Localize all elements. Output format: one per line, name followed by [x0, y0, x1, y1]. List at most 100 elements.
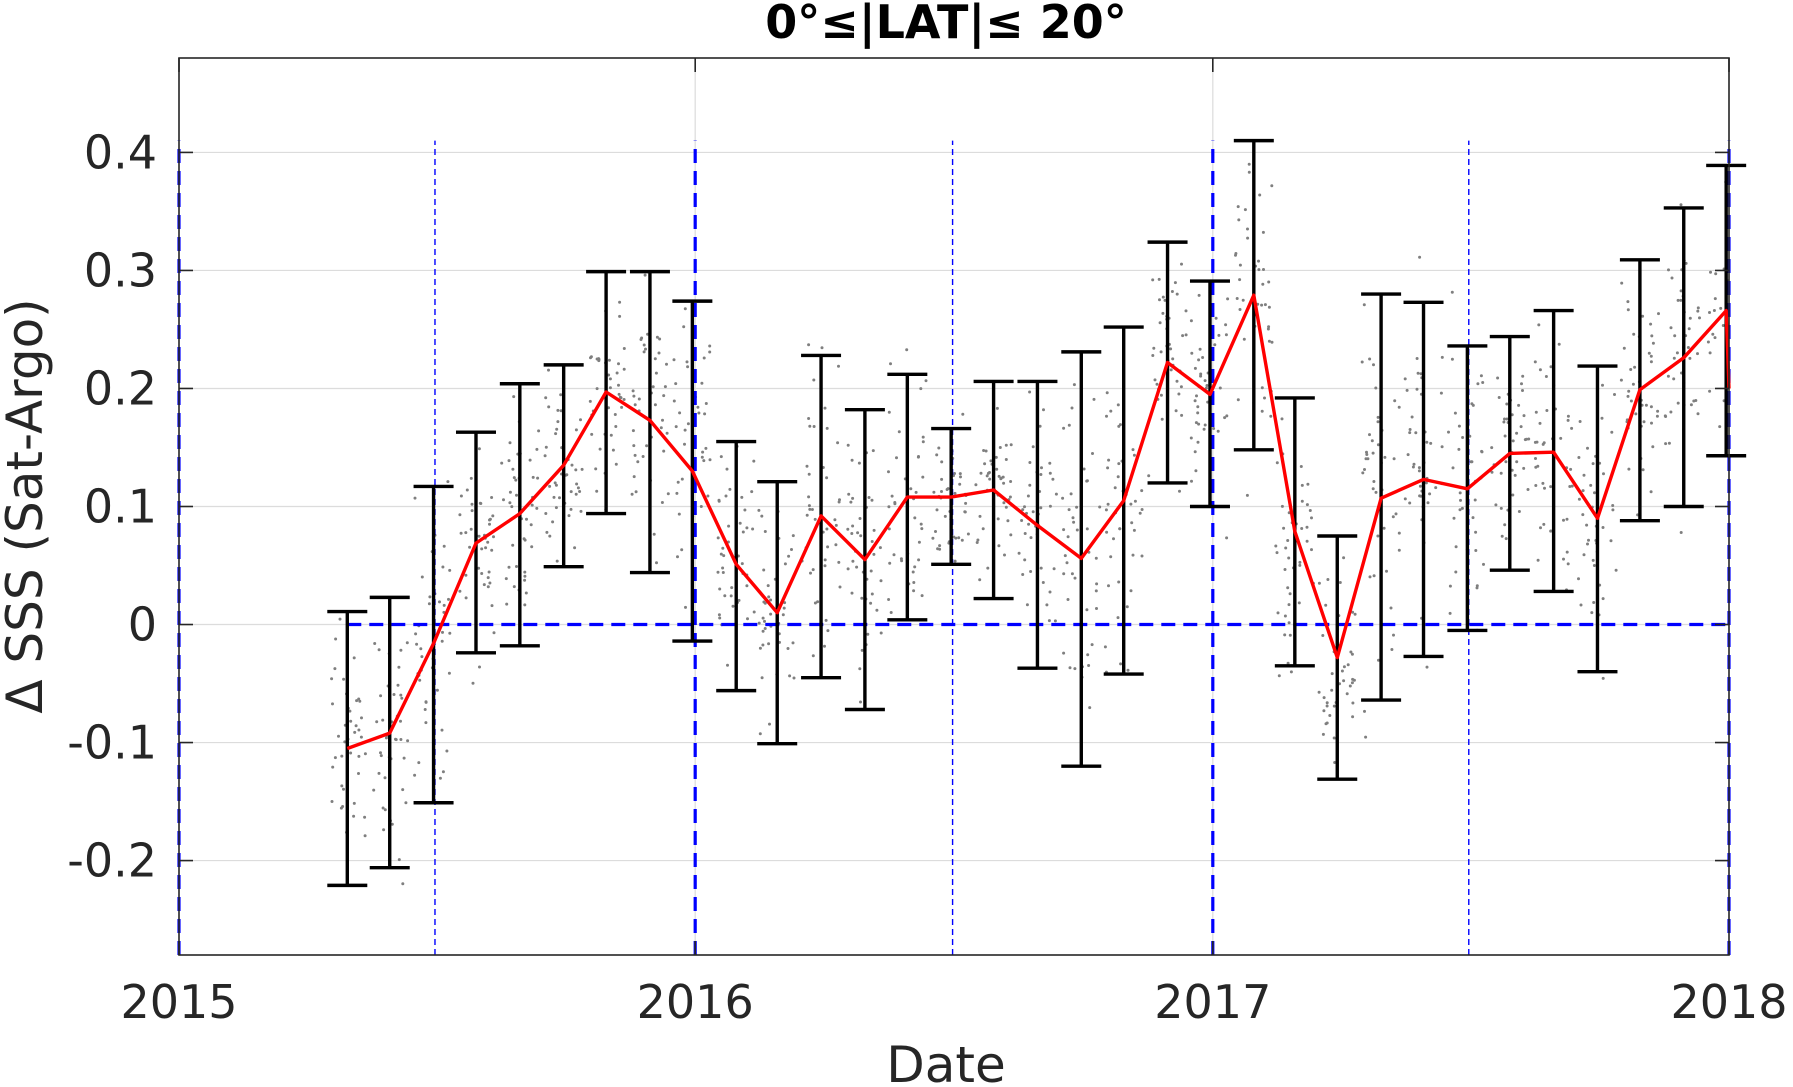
scatter-point: [921, 475, 925, 479]
scatter-point: [1500, 534, 1504, 538]
scatter-point: [553, 481, 557, 485]
scatter-point: [525, 517, 528, 521]
scatter-point: [1419, 372, 1423, 376]
scatter-point: [807, 495, 811, 499]
scatter-point: [1116, 616, 1120, 620]
scatter-point: [659, 426, 663, 430]
scatter-point: [528, 458, 532, 462]
scatter-point: [1283, 633, 1287, 637]
scatter-point: [858, 517, 862, 520]
scatter-point: [851, 559, 855, 563]
scatter-point: [363, 752, 367, 756]
scatter-point: [685, 360, 689, 364]
scatter-point: [477, 566, 481, 570]
scatter-point: [1029, 536, 1033, 540]
scatter-point: [1048, 461, 1052, 465]
scatter-point: [1366, 457, 1370, 461]
scatter-point: [887, 410, 891, 414]
scatter-point: [857, 461, 861, 465]
scatter-point: [913, 516, 917, 520]
scatter-point: [1338, 581, 1342, 584]
scatter-point: [618, 300, 622, 304]
scatter-point: [1577, 577, 1580, 581]
scatter-point: [1300, 527, 1304, 530]
scatter-point: [999, 476, 1003, 480]
scatter-point: [1287, 603, 1291, 607]
scatter-point: [1129, 589, 1133, 593]
scatter-point: [787, 554, 791, 558]
scatter-point: [1542, 441, 1546, 445]
scatter-point: [1322, 709, 1326, 713]
scatter-point: [997, 474, 1001, 478]
scatter-point: [1650, 334, 1654, 338]
scatter-point: [1524, 437, 1528, 441]
scatter-point: [837, 560, 841, 564]
scatter-point: [589, 355, 593, 359]
scatter-point: [924, 379, 928, 383]
scatter-point: [1526, 488, 1530, 491]
scatter-point: [1324, 603, 1328, 607]
scatter-point: [1217, 333, 1221, 337]
scatter-point: [917, 540, 921, 544]
scatter-point: [1696, 309, 1700, 313]
scatter-point: [665, 362, 668, 366]
scatter-point: [662, 394, 666, 398]
scatter-point: [1021, 573, 1025, 576]
scatter-point: [1261, 282, 1265, 286]
scatter-point: [492, 631, 496, 635]
scatter-point: [1490, 446, 1494, 450]
scatter-point: [1374, 490, 1378, 494]
scatter-point: [511, 467, 515, 471]
scatter-point: [768, 722, 771, 726]
scatter-point: [559, 393, 563, 397]
scatter-point: [1667, 441, 1671, 445]
scatter-point: [620, 405, 624, 409]
scatter-point: [721, 546, 725, 550]
scatter-point: [1593, 491, 1596, 495]
scatter-point: [1126, 668, 1130, 672]
scatter-point: [340, 784, 344, 788]
scatter-point: [676, 480, 680, 484]
scatter-point: [1414, 431, 1418, 435]
scatter-point: [729, 594, 733, 598]
scatter-point: [958, 472, 962, 476]
scatter-point: [1246, 236, 1250, 240]
scatter-point: [887, 470, 890, 474]
scatter-point: [573, 546, 577, 550]
scatter-point: [1503, 417, 1506, 421]
y-tick-label: 0: [128, 598, 157, 652]
x-tick-label: 2015: [120, 975, 237, 1029]
scatter-point: [567, 514, 571, 518]
scatter-point: [1062, 528, 1066, 532]
scatter-point: [1090, 643, 1094, 647]
scatter-point: [1179, 385, 1183, 389]
scatter-point: [508, 441, 512, 445]
scatter-point: [758, 732, 762, 736]
scatter-point: [464, 596, 468, 600]
scatter-point: [1020, 519, 1024, 522]
scatter-point: [1117, 580, 1121, 584]
scatter-point: [1376, 415, 1380, 419]
scatter-point: [1095, 582, 1099, 586]
scatter-point: [1039, 566, 1043, 570]
scatter-point: [1113, 486, 1117, 490]
scatter-point: [869, 569, 873, 573]
scatter-point: [558, 496, 561, 500]
scatter-point: [1669, 410, 1673, 414]
scatter-point: [757, 621, 761, 625]
scatter-point: [1332, 704, 1336, 708]
scatter-point: [477, 447, 481, 451]
scatter-point: [1238, 263, 1242, 267]
scatter-point: [1225, 414, 1229, 418]
scatter-point: [1649, 322, 1653, 326]
scatter-point: [1406, 453, 1410, 457]
scatter-point: [1023, 505, 1026, 509]
scatter-point: [544, 445, 548, 449]
scatter-point: [1175, 292, 1179, 296]
scatter-point: [836, 441, 840, 445]
scatter-point: [1065, 561, 1069, 565]
scatter-point: [1332, 736, 1336, 740]
scatter-point: [405, 641, 409, 645]
scatter-point: [653, 403, 657, 407]
scatter-point: [1368, 575, 1372, 579]
